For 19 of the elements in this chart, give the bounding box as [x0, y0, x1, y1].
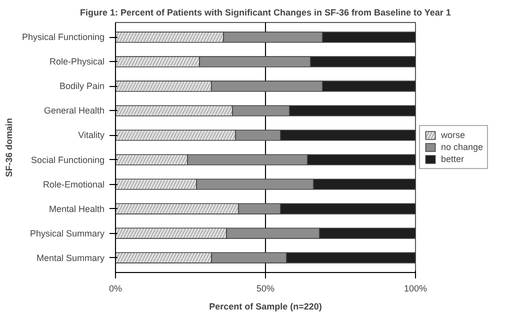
x-tick-label: 100%: [404, 284, 428, 294]
legend-label: worse: [441, 130, 466, 140]
y-tick-label: Physical Summary: [30, 228, 105, 238]
y-axis-title: SF-36 domain: [4, 118, 14, 178]
x-tick-label: 50%: [256, 284, 275, 294]
y-tick-label: Mental Health: [48, 204, 104, 214]
y-tick-label: Physical Functioning: [22, 32, 105, 42]
y-tick-label: Role-Emotional: [42, 179, 105, 190]
x-tick-label: 0%: [108, 284, 122, 294]
legend-label: no change: [441, 142, 484, 152]
y-tick-label: Vitality: [78, 130, 105, 140]
y-tick-label: Role-Physical: [49, 56, 105, 67]
y-tick-label: Bodily Pain: [59, 81, 105, 92]
y-tick-label: General Health: [44, 106, 105, 116]
legend-label: better: [441, 154, 464, 164]
x-axis-title: Percent of Sample (n=220): [209, 302, 322, 312]
y-tick-label: Social Functioning: [30, 154, 105, 165]
y-tick-label: Mental Summary: [36, 252, 105, 263]
chart-title: Figure 1: Percent of Patients with Significant Changes in SF-36 from Baseline to Year 1: [80, 8, 451, 18]
